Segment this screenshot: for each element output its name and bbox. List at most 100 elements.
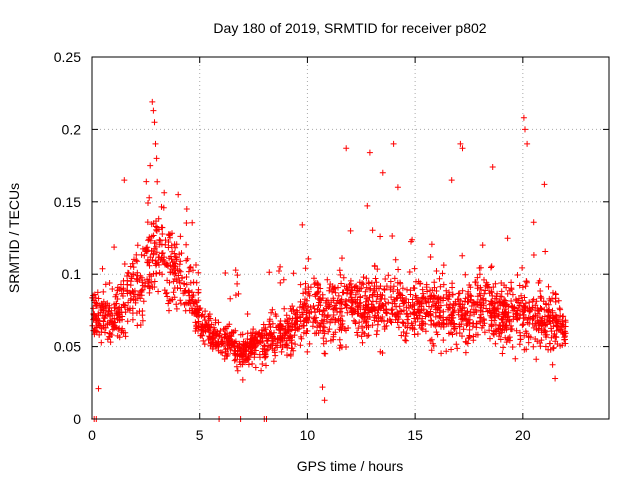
data-point — [414, 314, 421, 321]
data-point — [419, 286, 426, 293]
data-point — [399, 285, 406, 292]
data-point — [264, 337, 271, 344]
data-point — [286, 315, 293, 322]
data-point — [312, 291, 318, 298]
data-point — [169, 269, 176, 276]
data-point — [463, 322, 470, 329]
data-point — [389, 233, 396, 239]
data-point — [134, 258, 141, 265]
data-point — [314, 324, 321, 331]
data-point — [116, 286, 123, 293]
data-point — [532, 312, 539, 319]
data-point — [497, 336, 504, 343]
data-point — [547, 297, 554, 304]
data-point — [348, 304, 355, 311]
data-point — [149, 257, 156, 264]
data-point — [436, 295, 443, 302]
data-point — [389, 300, 396, 307]
data-point — [297, 333, 304, 340]
data-point — [515, 305, 522, 312]
data-point — [277, 342, 284, 349]
data-point — [277, 321, 284, 328]
data-point — [486, 327, 493, 334]
data-point — [336, 345, 343, 352]
data-point — [502, 314, 509, 321]
data-point — [523, 346, 530, 353]
data-point — [165, 300, 172, 307]
data-point — [474, 298, 481, 305]
data-point — [516, 295, 522, 302]
data-point — [100, 288, 107, 295]
data-point — [176, 277, 183, 284]
data-point — [179, 274, 186, 281]
data-point — [263, 362, 269, 369]
data-point — [373, 331, 380, 338]
data-point — [395, 316, 402, 323]
data-point — [478, 286, 485, 293]
data-point — [128, 275, 135, 282]
data-point — [304, 348, 311, 355]
data-point — [319, 317, 325, 324]
data-point — [467, 297, 474, 304]
data-point — [260, 321, 267, 328]
data-point — [437, 309, 444, 316]
data-point — [159, 250, 166, 256]
data-point — [259, 361, 266, 367]
data-point — [124, 306, 131, 313]
data-point — [525, 333, 532, 340]
data-point — [541, 181, 548, 188]
data-point — [364, 202, 371, 209]
data-point — [336, 309, 343, 316]
data-point — [484, 281, 491, 288]
data-point — [245, 361, 252, 368]
data-point — [273, 313, 280, 320]
data-point — [407, 302, 414, 309]
data-point — [359, 323, 365, 330]
data-point — [183, 274, 190, 280]
data-point — [115, 305, 122, 312]
data-point — [143, 178, 150, 185]
data-point — [508, 298, 515, 304]
data-point — [470, 320, 476, 327]
data-point — [95, 385, 102, 392]
data-point — [233, 363, 240, 370]
data-point — [481, 320, 488, 327]
x-tick-label: 20 — [515, 427, 531, 443]
data-point — [500, 344, 507, 351]
data-point — [473, 324, 480, 331]
data-point — [462, 271, 469, 278]
data-point — [396, 303, 403, 310]
data-point — [154, 178, 161, 185]
data-point — [269, 320, 276, 327]
data-point — [377, 296, 384, 303]
data-point — [410, 284, 417, 291]
data-point — [523, 278, 530, 285]
data-point — [529, 320, 536, 327]
data-point — [488, 323, 495, 330]
data-point — [183, 206, 190, 212]
data-point — [158, 224, 165, 231]
data-point — [411, 326, 418, 333]
data-point — [386, 316, 393, 323]
data-point — [503, 339, 510, 346]
data-point — [394, 184, 401, 191]
data-point — [132, 299, 139, 306]
data-point — [326, 303, 333, 310]
data-point — [560, 321, 566, 328]
data-point — [453, 341, 460, 348]
data-point — [400, 307, 407, 314]
data-point — [269, 306, 276, 313]
data-point — [93, 315, 100, 322]
data-point — [538, 337, 545, 344]
data-point — [553, 322, 560, 329]
data-point — [502, 306, 508, 313]
data-point — [434, 331, 441, 338]
data-point — [246, 338, 253, 345]
data-point — [268, 329, 275, 336]
data-point — [561, 334, 568, 341]
data-point — [160, 258, 167, 265]
data-point — [114, 296, 121, 302]
data-point — [503, 302, 509, 309]
data-point — [271, 349, 278, 356]
data-point — [330, 336, 337, 343]
